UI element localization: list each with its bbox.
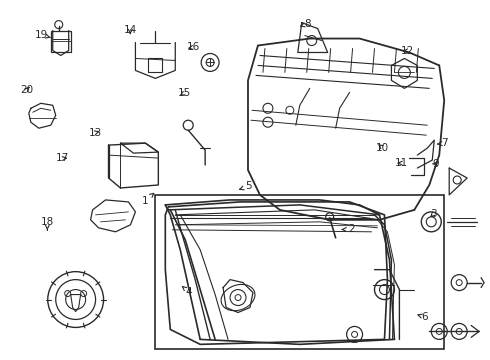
Text: 7: 7 <box>438 139 447 148</box>
Text: 1: 1 <box>142 193 154 206</box>
Text: 19: 19 <box>34 30 50 40</box>
Text: 9: 9 <box>432 159 439 169</box>
Text: 18: 18 <box>41 217 54 230</box>
Text: 13: 13 <box>89 128 102 138</box>
Text: 5: 5 <box>240 181 252 191</box>
Text: 10: 10 <box>376 143 389 153</box>
Text: 20: 20 <box>20 85 33 95</box>
Bar <box>155 195 444 349</box>
Text: 3: 3 <box>430 209 437 219</box>
Text: 6: 6 <box>418 312 428 322</box>
Text: 12: 12 <box>400 46 414 56</box>
Text: 16: 16 <box>187 42 200 52</box>
Text: 15: 15 <box>177 88 191 98</box>
Text: 8: 8 <box>301 19 311 29</box>
Bar <box>51 31 71 53</box>
Text: 4: 4 <box>182 287 192 297</box>
Text: 11: 11 <box>394 158 408 168</box>
Text: 14: 14 <box>123 25 137 35</box>
Text: 17: 17 <box>56 153 70 163</box>
Text: 2: 2 <box>342 225 355 234</box>
